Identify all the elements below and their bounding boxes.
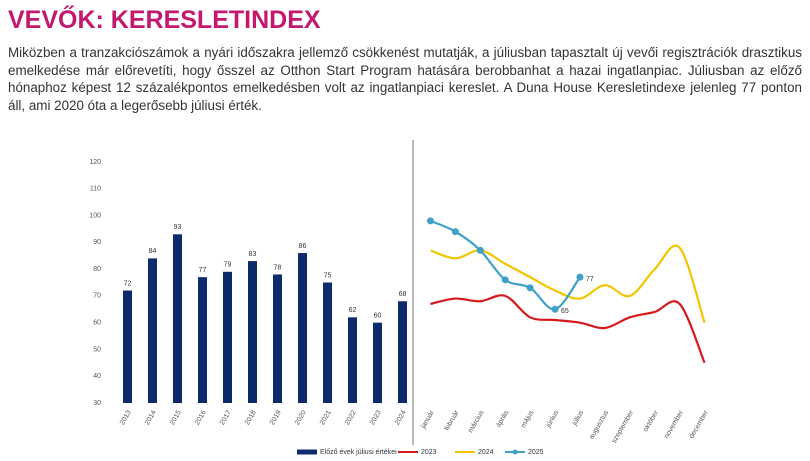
value-label: 65	[561, 308, 569, 315]
x-tick-label: július	[571, 409, 586, 428]
value-label: 84	[149, 248, 157, 255]
value-label: 60	[374, 313, 382, 320]
bar	[198, 277, 207, 403]
bar	[323, 282, 332, 403]
y-tick-label: 120	[89, 159, 101, 166]
value-label: 72	[124, 280, 132, 287]
y-tick-label: 80	[93, 266, 101, 273]
x-tick-label: 2016	[194, 409, 208, 426]
bar	[348, 317, 357, 403]
legend-marker	[512, 449, 518, 455]
bar	[298, 253, 307, 403]
value-label: 77	[199, 267, 207, 274]
value-label: 62	[349, 307, 357, 314]
x-tick-label: 2014	[144, 409, 158, 426]
paragraph: Miközben a tranzakciószámok a nyári idős…	[8, 45, 802, 113]
bar	[123, 290, 132, 403]
value-label: 78	[274, 264, 282, 271]
legend-label: 2025	[528, 449, 544, 456]
x-tick-label: október	[642, 409, 660, 433]
point	[501, 276, 509, 284]
legend-label: 2023	[421, 449, 437, 456]
value-label: 83	[249, 251, 257, 258]
value-label: 93	[174, 224, 182, 231]
value-label: 75	[324, 272, 332, 279]
point	[426, 217, 434, 225]
x-tick-label: 2017	[219, 409, 233, 426]
legend-swatch	[297, 449, 317, 455]
x-tick-label: 2023	[369, 409, 383, 426]
x-tick-label: 2022	[344, 409, 358, 426]
point	[576, 273, 584, 281]
bar	[173, 234, 182, 403]
x-tick-label: 2019	[269, 409, 283, 426]
bar	[223, 271, 232, 403]
value-label: 77	[586, 276, 594, 283]
bar	[273, 274, 282, 403]
x-tick-label: november	[663, 409, 685, 440]
bar	[398, 301, 407, 403]
legend-label: Előző évek júliusi értékei	[320, 449, 397, 456]
x-tick-label: május	[520, 409, 536, 429]
value-label: 79	[224, 262, 232, 269]
x-tick-label: 2013	[119, 409, 133, 426]
bar	[373, 322, 382, 403]
y-tick-label: 40	[93, 373, 101, 380]
bar	[148, 258, 157, 403]
point	[551, 305, 559, 313]
x-tick-label: december	[688, 409, 710, 440]
y-tick-label: 100	[89, 212, 101, 219]
y-tick-label: 90	[93, 239, 101, 246]
value-label: 68	[399, 291, 407, 298]
y-tick-label: 60	[93, 320, 101, 327]
x-tick-label: 2021	[319, 409, 333, 426]
point	[526, 284, 534, 292]
x-tick-label: január	[419, 409, 436, 431]
x-tick-label: 2024	[394, 409, 408, 426]
x-tick-label: szeptember	[611, 409, 636, 445]
y-tick-label: 50	[93, 346, 101, 353]
line	[430, 294, 706, 364]
x-tick-label: 2018	[244, 409, 258, 426]
x-tick-label: 2020	[294, 409, 308, 426]
x-tick-label: 2015	[169, 409, 183, 426]
x-tick-label: június	[545, 409, 561, 430]
point	[476, 246, 484, 254]
y-tick-label: 70	[93, 293, 101, 300]
y-tick-label: 30	[93, 400, 101, 407]
x-tick-label: március	[467, 409, 486, 434]
title: VEVŐK: KERESLETINDEX	[8, 6, 321, 34]
x-tick-label: április	[495, 409, 510, 429]
value-label: 86	[299, 243, 307, 250]
y-tick-label: 110	[90, 186, 101, 193]
point	[451, 228, 459, 236]
x-tick-label: augusztus	[588, 409, 610, 441]
bar	[248, 261, 257, 403]
x-tick-label: február	[444, 409, 461, 432]
legend-label: 2024	[478, 449, 494, 456]
